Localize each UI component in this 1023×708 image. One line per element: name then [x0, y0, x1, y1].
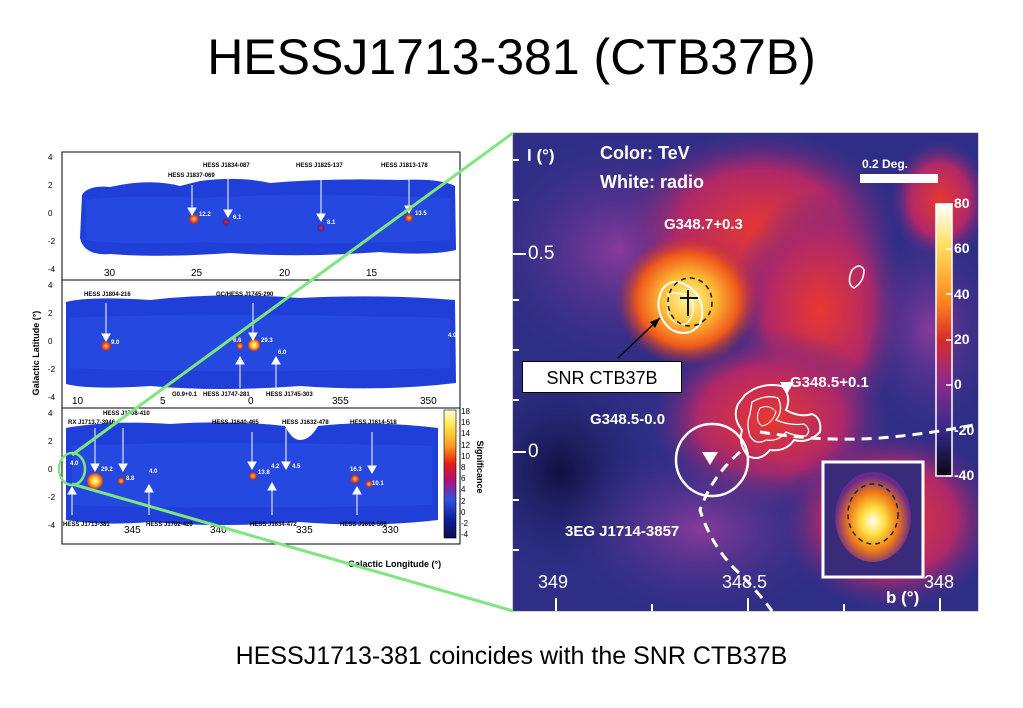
- survey-source-spot: [222, 218, 230, 226]
- zoom-xaxis-label: b (°): [886, 588, 920, 607]
- radio-contour-small: [848, 265, 865, 289]
- snr-callout-box: SNR CTB37B: [522, 361, 682, 393]
- zoom-tick-bottom-348: 348: [924, 572, 955, 592]
- survey-xlabel: Galactic Longitude (°): [348, 559, 442, 569]
- radio-contour-ctb37b: [657, 281, 704, 334]
- survey-source-spot: [87, 473, 103, 489]
- slide-caption: HESSJ1713-381 coincides with the SNR CTB…: [235, 642, 788, 670]
- zoom-tick-bottom-349: 349: [538, 572, 569, 592]
- egret-position-marker: [702, 452, 718, 465]
- survey-source-spot: [101, 341, 111, 351]
- tev-position-circle: [667, 277, 713, 327]
- survey-source-spot: [117, 477, 125, 485]
- survey-source-spot: [350, 474, 360, 484]
- zoom-tick-left-0-5: 0.5: [528, 243, 555, 264]
- zoom-tick-left-0: 0: [528, 441, 539, 462]
- dashed-egret-contour: [698, 450, 774, 612]
- connector-line-bottom: [71, 482, 514, 613]
- dashed-boundary: [759, 422, 979, 441]
- label-g348-5-minus: G348.5-0.0: [590, 411, 666, 428]
- survey-source-spot: [248, 339, 260, 351]
- survey-source-spot: [365, 480, 373, 488]
- significance-colorbar: [443, 409, 457, 539]
- connector-line-top: [71, 131, 514, 457]
- scale-bar: [860, 174, 938, 183]
- zoom-tick-bottom-348-5: 348.5: [722, 572, 768, 592]
- label-3eg: 3EG J1714-3857: [565, 523, 680, 540]
- survey-source-spot: [236, 342, 244, 350]
- zoom-yaxis-label: l (°): [527, 146, 555, 165]
- survey-source-spot: [317, 224, 325, 232]
- scale-label: 0.2 Deg.: [862, 157, 909, 171]
- egret-error-circle: [674, 422, 750, 498]
- label-g348-7: G348.7+0.3: [664, 216, 743, 233]
- g348-5-marker: [780, 382, 794, 394]
- label-g348-5-plus: G348.5+0.1: [790, 374, 869, 391]
- slide-title: HESSJ1713-381 (CTB37B): [207, 29, 816, 85]
- zoom-legend-line2: White: radio: [600, 172, 704, 192]
- zoom-legend-line1: Color: TeV: [600, 143, 690, 163]
- survey-source-spot: [189, 214, 199, 224]
- survey-source-spot: [249, 472, 257, 480]
- survey-source-spot: [405, 214, 413, 222]
